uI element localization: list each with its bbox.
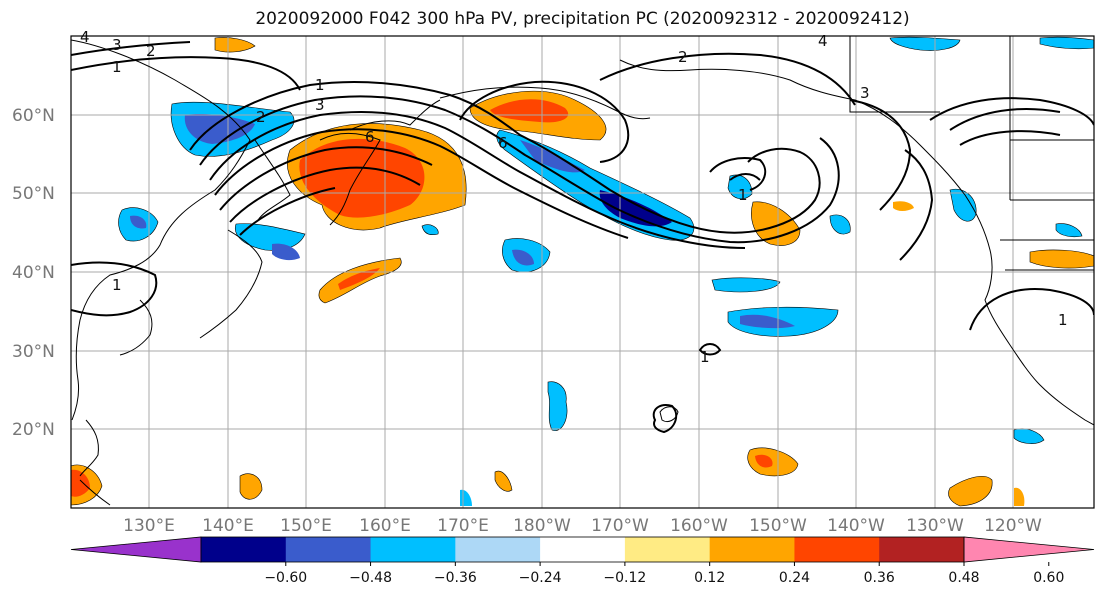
- lon-label: 120°W: [984, 516, 1042, 536]
- lat-label: 60°N: [12, 106, 55, 126]
- pv-contours: [71, 41, 1094, 434]
- contour-label: 4: [818, 32, 828, 50]
- map-frame: [70, 35, 1095, 509]
- colorbar-tick-label: 0.36: [864, 570, 895, 586]
- contour-labels: 1 2 3 4 6 1 2 3 4 3 2 1 6 1 1 1: [80, 28, 1068, 366]
- colorbar-extend-low: [70, 536, 202, 563]
- colorbar-box: [201, 537, 287, 562]
- colorbar-box: [709, 537, 795, 562]
- contour-label: 1: [112, 276, 122, 294]
- colorbar-box: [794, 537, 880, 562]
- colorbar-extend-high: [963, 536, 1095, 563]
- contour-label: 1: [738, 186, 748, 204]
- colorbar-tick-label: 0.12: [694, 570, 725, 586]
- colorbar-box: [540, 537, 626, 562]
- colorbar-tick-label: −0.36: [434, 570, 477, 586]
- lon-label: 140°E: [202, 516, 254, 536]
- colorbar-tick-label: −0.60: [264, 570, 307, 586]
- lon-label: 130°W: [906, 516, 964, 536]
- contour-label: 3: [315, 96, 325, 114]
- colorbar-tick-label: −0.24: [519, 570, 562, 586]
- map-title: 2020092000 F042 300 hPa PV, precipitatio…: [255, 9, 910, 29]
- lon-label: 160°E: [359, 516, 411, 536]
- contour-label: 2: [256, 108, 266, 126]
- lon-label: 150°W: [749, 516, 807, 536]
- lat-label: 40°N: [12, 263, 55, 283]
- lon-label: 140°W: [827, 516, 885, 536]
- precip-positive-shading: [71, 37, 1094, 507]
- contour-label: 2: [678, 48, 688, 66]
- colorbar-tick-label: 0.60: [1033, 570, 1064, 586]
- colorbar-ticks: −0.60 −0.48 −0.36 −0.24 −0.12 0.12 0.24 0.36 0.4…: [264, 562, 1064, 586]
- latitude-labels: 60°N 50°N 40°N 30°N 20°N: [12, 106, 55, 440]
- colorbar-box: [879, 537, 965, 562]
- lon-label: 130°E: [123, 516, 175, 536]
- coastlines: [71, 36, 1094, 506]
- lat-label: 30°N: [12, 342, 55, 362]
- lon-label: 150°E: [280, 516, 332, 536]
- lon-label: 170°W: [591, 516, 649, 536]
- contour-label: 3: [860, 84, 870, 102]
- colorbar-tick-label: 0.24: [779, 570, 810, 586]
- contour-label: 1: [1058, 311, 1068, 329]
- colorbar-box: [455, 537, 541, 562]
- lat-label: 20°N: [12, 420, 55, 440]
- lat-label: 50°N: [12, 184, 55, 204]
- longitude-labels: 130°E 140°E 150°E 160°E 170°E 180°W 170°…: [123, 516, 1042, 536]
- colorbar-box: [624, 537, 711, 562]
- colorbar-tick-label: −0.12: [603, 570, 646, 586]
- colorbar: [70, 536, 1095, 563]
- lon-label: 160°W: [670, 516, 728, 536]
- contour-label: 6: [365, 128, 375, 146]
- contour-label: 2: [146, 42, 156, 60]
- colorbar-tick-label: 0.48: [948, 570, 979, 586]
- contour-label: 4: [80, 28, 90, 46]
- contour-label: 1: [112, 58, 122, 76]
- lon-label: 180°W: [513, 516, 571, 536]
- contour-label: 1: [700, 348, 710, 366]
- colorbar-tick-label: −0.48: [349, 570, 392, 586]
- contour-label: 3: [112, 36, 122, 54]
- colorbar-outline: [200, 536, 965, 563]
- contour-label: 1: [315, 76, 325, 94]
- colorbar-box: [285, 537, 372, 562]
- lon-label: 170°E: [437, 516, 489, 536]
- contour-label: 6: [498, 134, 508, 152]
- colorbar-box: [370, 537, 456, 562]
